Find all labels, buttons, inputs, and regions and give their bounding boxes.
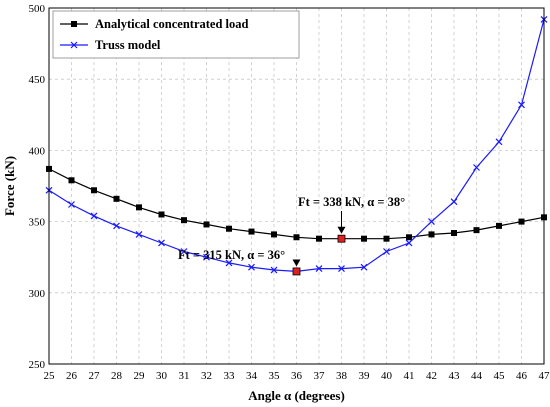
data-point-truss bbox=[225, 259, 233, 267]
x-tick-label: 40 bbox=[381, 370, 393, 382]
x-tick-label: 27 bbox=[89, 370, 101, 382]
x-tick-label: 39 bbox=[359, 370, 371, 382]
data-point-analytical bbox=[428, 231, 435, 238]
data-point-truss bbox=[270, 266, 278, 274]
data-point-analytical bbox=[316, 235, 322, 242]
y-tick-label: 350 bbox=[29, 217, 46, 229]
data-point-truss bbox=[405, 239, 413, 247]
data-point-truss bbox=[473, 164, 480, 171]
plot-frame bbox=[48, 7, 545, 365]
data-point-analytical bbox=[361, 235, 367, 242]
x-tick-label: 35 bbox=[269, 370, 281, 382]
y-tick-label: 450 bbox=[29, 74, 46, 86]
data-point-analytical bbox=[136, 204, 142, 211]
data-point-analytical bbox=[496, 222, 502, 229]
data-point-truss bbox=[113, 222, 120, 230]
data-point-truss bbox=[90, 212, 98, 220]
data-point-truss bbox=[248, 263, 255, 271]
x-tick-label: 43 bbox=[449, 370, 461, 382]
x-tick-label: 33 bbox=[224, 370, 236, 382]
data-point-truss bbox=[203, 253, 210, 261]
data-point-truss bbox=[450, 198, 458, 206]
x-tick-label: 30 bbox=[156, 370, 168, 382]
x-axis-title: Angle α (degrees) bbox=[248, 388, 345, 403]
legend-marker-truss bbox=[70, 41, 78, 49]
legend-box bbox=[52, 10, 300, 59]
legend-label-analytical: Analytical concentrated load bbox=[95, 17, 249, 31]
data-point-analytical bbox=[473, 227, 480, 234]
data-point-truss bbox=[135, 230, 143, 238]
data-point-analytical bbox=[226, 225, 232, 232]
x-tick-label: 37 bbox=[314, 370, 326, 382]
data-point-analytical bbox=[383, 235, 390, 242]
series-markers bbox=[45, 15, 548, 275]
y-tick-label: 300 bbox=[29, 288, 46, 300]
data-point-analytical bbox=[451, 229, 457, 236]
data-point-truss bbox=[338, 265, 345, 273]
legend: Analytical concentrated load Truss model bbox=[52, 10, 300, 59]
data-point-truss bbox=[383, 248, 390, 255]
annotation-truss-min: Ft = 315 kN, α = 36° bbox=[178, 248, 285, 262]
highlight-point bbox=[292, 267, 301, 276]
x-tick-label: 41 bbox=[404, 370, 415, 382]
x-tick-label: 44 bbox=[471, 370, 483, 382]
legend-marker-analytical bbox=[71, 21, 77, 27]
data-point-truss bbox=[315, 265, 323, 273]
data-point-analytical bbox=[181, 217, 187, 224]
data-point-analytical bbox=[293, 234, 300, 241]
data-point-truss bbox=[68, 201, 75, 208]
x-tick-label: 47 bbox=[539, 370, 550, 382]
data-point-truss bbox=[158, 239, 165, 247]
data-point-analytical bbox=[68, 177, 75, 184]
y-tick-label: 500 bbox=[29, 3, 46, 15]
annotations: Ft = 315 kN, α = 36° Ft = 338 kN, α = 38… bbox=[178, 195, 405, 267]
y-tick-label: 250 bbox=[29, 359, 46, 371]
annotation-analytical-min: Ft = 338 kN, α = 38° bbox=[298, 195, 405, 209]
x-tick-label: 25 bbox=[44, 370, 56, 382]
data-point-analytical bbox=[248, 228, 255, 235]
y-axis-title: Force (kN) bbox=[2, 156, 17, 216]
data-point-analytical bbox=[406, 234, 412, 241]
x-tick-label: 38 bbox=[336, 370, 348, 382]
x-tick-label: 26 bbox=[66, 370, 78, 382]
x-tick-label: 45 bbox=[494, 370, 506, 382]
data-point-analytical bbox=[518, 218, 525, 225]
data-point-truss bbox=[180, 248, 188, 255]
x-tick-label: 34 bbox=[246, 370, 258, 382]
data-point-analytical bbox=[113, 195, 120, 202]
highlight-points bbox=[292, 234, 346, 276]
data-point-truss bbox=[495, 138, 503, 146]
x-tick-label: 32 bbox=[201, 370, 212, 382]
data-point-truss bbox=[428, 218, 435, 226]
data-point-truss bbox=[360, 263, 368, 271]
x-tick-label: 42 bbox=[426, 370, 437, 382]
x-tick-label: 28 bbox=[111, 370, 123, 382]
data-point-analytical bbox=[203, 221, 210, 228]
data-point-analytical bbox=[91, 187, 97, 194]
x-tick-label: 36 bbox=[291, 370, 303, 382]
y-tick-label: 400 bbox=[29, 145, 46, 157]
tick-labels: 25 26 27 28 29 30 31 32 33 34 35 36 37 38 39 40 41 42 43 44… bbox=[29, 3, 550, 382]
data-point-analytical bbox=[271, 231, 277, 238]
data-point-truss bbox=[518, 101, 525, 109]
highlight-point bbox=[337, 234, 346, 243]
gridlines bbox=[48, 7, 545, 365]
legend-label-truss: Truss model bbox=[95, 38, 161, 52]
data-point-analytical bbox=[158, 211, 165, 218]
x-tick-label: 46 bbox=[516, 370, 528, 382]
x-tick-label: 29 bbox=[134, 370, 146, 382]
x-tick-label: 31 bbox=[179, 370, 190, 382]
